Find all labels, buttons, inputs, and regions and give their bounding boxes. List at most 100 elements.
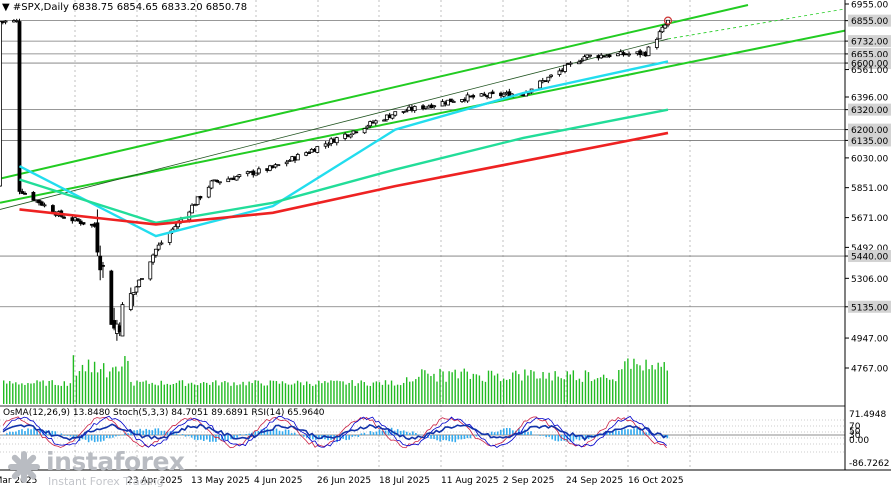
candle-body (348, 134, 353, 138)
osma-bar (224, 435, 226, 440)
volume-bar (445, 381, 447, 404)
osma-bar (502, 428, 505, 435)
volume-bar (615, 381, 617, 404)
osma-bar (402, 430, 405, 435)
candle-body (217, 181, 222, 184)
candle-body (315, 146, 320, 153)
volume-bar (321, 383, 323, 404)
candle-body (501, 93, 506, 97)
price-label: 4947.00 (851, 335, 888, 345)
volume-bar (281, 381, 284, 404)
volume-bar (54, 384, 56, 404)
osma-bar (505, 427, 508, 435)
osma-bar (524, 429, 526, 435)
volume-bar (366, 385, 368, 404)
osma-bar (636, 428, 638, 435)
candle-body (31, 191, 36, 201)
volume-bar (239, 384, 241, 404)
volume-bar (324, 381, 326, 404)
volume-bar (163, 384, 165, 404)
candle-body (20, 191, 25, 194)
osma-bar (163, 430, 166, 435)
volume-bar (106, 377, 108, 404)
price-label: 5306.00 (851, 275, 888, 285)
volume-bar (660, 366, 662, 404)
volume-bar (45, 385, 47, 404)
candle-body (151, 254, 155, 263)
candle-body (448, 98, 453, 103)
volume-bar (354, 385, 356, 404)
time-label: 2 Sep 2025 (503, 476, 554, 486)
osma-bar (548, 435, 550, 437)
osma-bar (618, 430, 620, 435)
osma-bar (290, 433, 293, 435)
candle-body (134, 286, 139, 293)
volume-bar (345, 384, 347, 404)
osma-bar (306, 435, 308, 438)
candle-body (471, 95, 476, 98)
price-level-box (848, 57, 891, 70)
osma-bar (533, 434, 535, 436)
osma-bar (605, 432, 608, 435)
osma-bar (418, 434, 420, 436)
volume-bar (439, 368, 441, 404)
osma-bar (209, 435, 211, 442)
volume-bar (451, 372, 453, 404)
osma-bar (633, 428, 635, 435)
osma-bar (360, 433, 363, 435)
volume-bar (475, 374, 478, 404)
candle-body (192, 204, 197, 206)
volume-bar (409, 381, 411, 404)
osma-bar (269, 430, 272, 435)
dropdown-triangle-icon[interactable]: ▼ (2, 2, 10, 13)
candle-body (167, 232, 172, 243)
osma-bar (118, 435, 120, 436)
osma-bar (278, 430, 281, 435)
time-label: 5 Mar 2025 (0, 476, 37, 486)
volume-bar (181, 380, 184, 404)
volume-bar (306, 381, 308, 404)
candle-body (109, 270, 114, 325)
osma-bar (569, 435, 572, 442)
volume-bar (663, 362, 665, 404)
osma-bar (121, 435, 123, 436)
volume-bar (605, 378, 608, 404)
osma-bar (475, 435, 478, 437)
volume-bar (275, 381, 278, 404)
osma-bar (27, 428, 29, 435)
osma-bar (318, 435, 320, 439)
volume-bar (554, 371, 556, 404)
volume-bar (87, 359, 90, 404)
candle-body (490, 91, 495, 94)
volume-bar (121, 366, 123, 404)
osma-bar (439, 435, 441, 442)
volume-bar (102, 363, 105, 404)
volume-bar (602, 374, 605, 404)
volume-bar (90, 372, 93, 404)
volume-bar (442, 371, 444, 404)
volume-bar (548, 372, 550, 404)
volume-bar (284, 383, 287, 404)
volume-bar (245, 385, 247, 404)
volume-bar (9, 381, 11, 404)
rsi-line (2, 423, 667, 442)
volume-bar (484, 381, 487, 404)
osma-bar (66, 435, 69, 436)
volume-bar (627, 358, 629, 404)
osma-bar (469, 435, 472, 439)
volume-bar (293, 383, 296, 404)
volume-bar (357, 383, 359, 404)
osma-bar (18, 430, 20, 435)
volume-bar (81, 364, 84, 404)
volume-bar (257, 380, 259, 404)
volume-bar (154, 384, 156, 404)
osma-bar (515, 430, 517, 435)
watermark: instaforex Instant Forex Trading (6, 447, 196, 489)
volume-bar (396, 384, 399, 404)
candle-body (660, 26, 665, 33)
volume-bar (263, 385, 265, 404)
candle-body (482, 93, 487, 96)
